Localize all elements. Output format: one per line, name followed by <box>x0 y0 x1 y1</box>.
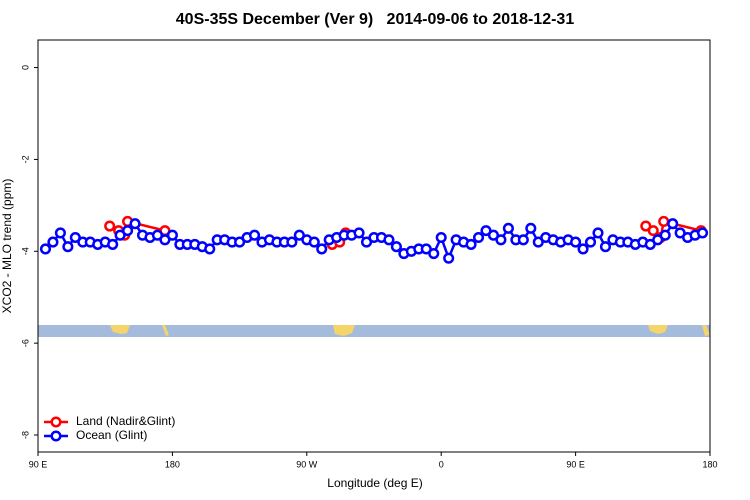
data-point <box>532 236 544 248</box>
legend-label: Ocean (Glint) <box>76 428 147 442</box>
data-point <box>644 238 656 250</box>
land-patch <box>333 325 355 336</box>
x-tick-label: 90 E <box>566 459 585 469</box>
x-tick-label: 180 <box>702 459 717 469</box>
data-point <box>114 229 126 241</box>
data-point <box>204 243 216 255</box>
land-patch <box>702 325 710 336</box>
data-point <box>316 243 328 255</box>
legend-marker <box>50 430 62 442</box>
data-point <box>151 229 164 241</box>
data-point <box>159 234 171 246</box>
y-tick-label: -4 <box>20 247 30 255</box>
y-axis-label: XCO2 - MLO trend (ppm) <box>0 179 14 314</box>
y-tick-label: -6 <box>20 339 30 347</box>
data-point <box>383 234 395 246</box>
data-point <box>248 229 261 241</box>
data-point <box>234 236 246 248</box>
data-point <box>517 234 529 246</box>
data-point <box>465 238 477 250</box>
data-point <box>308 236 320 248</box>
data-point <box>584 236 597 248</box>
data-point <box>525 222 537 234</box>
data-point <box>54 227 66 239</box>
data-point <box>599 241 612 253</box>
data-point <box>495 234 507 246</box>
data-point <box>360 236 373 248</box>
data-point <box>39 243 52 255</box>
data-point <box>577 243 589 255</box>
data-point <box>353 227 365 239</box>
legend: Land (Nadir&Glint)Ocean (Glint) <box>44 414 175 442</box>
land-patch <box>648 325 668 334</box>
data-point <box>443 252 455 264</box>
data-point <box>47 236 59 248</box>
x-tick-label: 90 E <box>29 459 48 469</box>
data-point <box>652 234 664 246</box>
data-point <box>420 243 432 255</box>
data-point <box>640 220 652 232</box>
data-point <box>428 248 440 260</box>
data-point <box>166 229 178 241</box>
data-point <box>696 227 709 239</box>
x-axis-label: Longitude (deg E) <box>327 476 422 490</box>
legend-marker <box>50 416 62 428</box>
data-point <box>480 225 492 237</box>
x-tick-label: 0 <box>439 459 444 469</box>
data-point <box>286 236 298 248</box>
data-point <box>129 218 141 230</box>
data-point <box>570 236 582 248</box>
data-point <box>293 229 305 241</box>
data-point <box>104 220 116 232</box>
data-point <box>674 227 686 239</box>
legend-label: Land (Nadir&Glint) <box>76 414 175 428</box>
data-point <box>69 231 81 244</box>
land-patch <box>110 325 130 334</box>
data-point <box>107 238 119 250</box>
data-point <box>667 218 679 230</box>
data-point <box>658 215 670 227</box>
y-tick-label: 0 <box>20 65 30 70</box>
map-strip <box>38 325 710 337</box>
x-tick-label: 90 W <box>296 459 318 469</box>
data-point <box>435 231 447 244</box>
y-tick-label: -2 <box>20 155 30 163</box>
y-tick-label: -8 <box>20 431 30 439</box>
data-point <box>62 241 74 253</box>
data-point <box>390 241 402 253</box>
data-point <box>487 229 500 241</box>
ocean-strip <box>38 325 710 337</box>
data-point <box>592 227 604 239</box>
data-point <box>647 225 659 237</box>
chart-title: 40S-35S December (Ver 9) 2014-09-06 to 2… <box>176 11 575 28</box>
land-patch <box>162 325 169 336</box>
plot-frame <box>37 39 711 453</box>
x-tick-label: 180 <box>165 459 180 469</box>
data-point <box>502 222 514 234</box>
data-point <box>122 225 134 237</box>
data-point <box>659 229 671 241</box>
data-point <box>472 231 485 244</box>
